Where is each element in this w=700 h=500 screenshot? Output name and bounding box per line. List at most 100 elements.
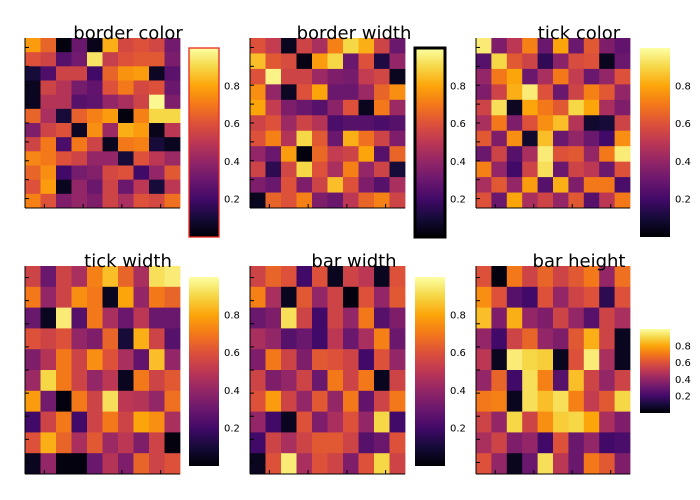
heatmap-cell <box>583 99 600 116</box>
heatmap-cell <box>358 349 375 371</box>
heatmap-cell <box>491 68 508 85</box>
heatmap-cell <box>491 432 508 454</box>
heatmap-cell <box>506 328 523 350</box>
heatmap-cell <box>40 123 57 138</box>
heatmap-cell <box>149 453 165 475</box>
heatmap-cell <box>250 266 266 288</box>
heatmap-cell <box>71 432 88 454</box>
heatmap-cell <box>296 349 313 371</box>
heatmap-cell <box>40 38 57 53</box>
heatmap-cell <box>374 130 390 147</box>
heatmap-cell <box>250 328 266 350</box>
heatmap-cell <box>522 53 538 70</box>
heatmap-cell <box>358 161 375 178</box>
heatmap-cell <box>614 453 631 475</box>
heatmap-cell <box>476 286 492 308</box>
heatmap-cell <box>102 165 119 181</box>
heatmap-cell <box>537 349 554 371</box>
heatmap-cell <box>491 411 508 433</box>
heatmap-cell <box>118 328 134 350</box>
heatmap-cell <box>343 53 359 70</box>
heatmap-cell <box>250 370 266 392</box>
heatmap-cell <box>312 286 328 308</box>
colorbar-tick-label: 0.4 <box>224 386 240 397</box>
heatmap-cell <box>374 84 390 101</box>
heatmap-cell <box>599 328 615 350</box>
heatmap-cell <box>312 453 328 475</box>
heatmap-cell <box>118 286 134 308</box>
heatmap-cell <box>118 453 134 475</box>
heatmap-cell <box>265 453 282 475</box>
heatmap-cell <box>25 52 41 67</box>
heatmap-cell <box>389 177 406 193</box>
heatmap-cell <box>568 84 585 101</box>
heatmap-cell <box>133 328 150 350</box>
heatmap-panels: border color 0.2 0.4 0.6 0.8 border width 0.2 0… <box>24 23 691 475</box>
heatmap-cell <box>40 108 57 124</box>
heatmap-cell <box>599 130 615 147</box>
heatmap-cell <box>476 370 492 392</box>
colorbar <box>415 277 445 466</box>
heatmap-cell <box>312 84 328 101</box>
heatmap-cell <box>40 137 57 152</box>
heatmap-cell <box>102 307 119 329</box>
heatmap-cell <box>537 161 554 178</box>
heatmap-cell <box>537 307 554 329</box>
heatmap-cell <box>25 165 41 181</box>
heatmap-cell <box>491 266 508 288</box>
heatmap-cell <box>568 349 585 371</box>
heatmap-cell <box>71 165 88 181</box>
heatmap-cell <box>296 68 313 85</box>
colorbar-tick-label: 0.6 <box>224 348 240 359</box>
heatmap-cell <box>476 146 492 163</box>
heatmap-cell <box>506 99 523 116</box>
heatmap-cells <box>476 38 631 209</box>
heatmap-cell <box>102 108 119 124</box>
heatmap-cell <box>614 328 631 350</box>
heatmap-cell <box>327 53 344 70</box>
heatmap-cell <box>149 151 165 166</box>
heatmap-cell <box>164 80 181 96</box>
heatmap-cell <box>71 38 88 53</box>
colorbar-tick-label: 0.8 <box>224 81 240 92</box>
heatmap-cell <box>476 53 492 70</box>
heatmap-cell <box>476 99 492 116</box>
heatmap-cell <box>389 328 406 350</box>
heatmap-cell <box>133 349 150 371</box>
heatmap-cell <box>133 266 150 288</box>
heatmap-cell <box>118 137 134 152</box>
heatmap-cell <box>312 370 328 392</box>
heatmap-cell <box>491 192 508 209</box>
heatmap-cell <box>265 146 282 163</box>
heatmap-cell <box>343 286 359 308</box>
heatmap-cell <box>40 266 57 288</box>
heatmap-cell <box>56 123 72 138</box>
heatmap-cell <box>583 84 600 101</box>
heatmap-cell <box>25 108 41 124</box>
heatmap-cell <box>25 266 41 288</box>
heatmap-cell <box>553 177 569 193</box>
heatmap-cell <box>327 349 344 371</box>
heatmap-cell <box>599 266 615 288</box>
heatmap-cell <box>87 390 103 412</box>
heatmap-cell <box>537 411 554 433</box>
heatmap-cell <box>491 84 508 101</box>
heatmap-cell <box>265 432 282 454</box>
heatmap-cell <box>40 432 57 454</box>
heatmap-cell <box>537 146 554 163</box>
heatmap-cell <box>374 115 390 132</box>
heatmap-cell <box>133 38 150 53</box>
heatmap-cell <box>389 68 406 85</box>
heatmap-cell <box>312 266 328 288</box>
heatmap-cell <box>102 52 119 67</box>
heatmap-cell <box>149 38 165 53</box>
heatmap-cell <box>537 115 554 132</box>
heatmap-cell <box>374 390 390 412</box>
heatmap-cell <box>87 151 103 166</box>
heatmap-cell <box>389 130 406 147</box>
heatmap-cell <box>102 411 119 433</box>
heatmap-cell <box>537 38 554 54</box>
heatmap-cell <box>374 307 390 329</box>
heatmap-cell <box>537 68 554 85</box>
heatmap-cell <box>71 179 88 195</box>
